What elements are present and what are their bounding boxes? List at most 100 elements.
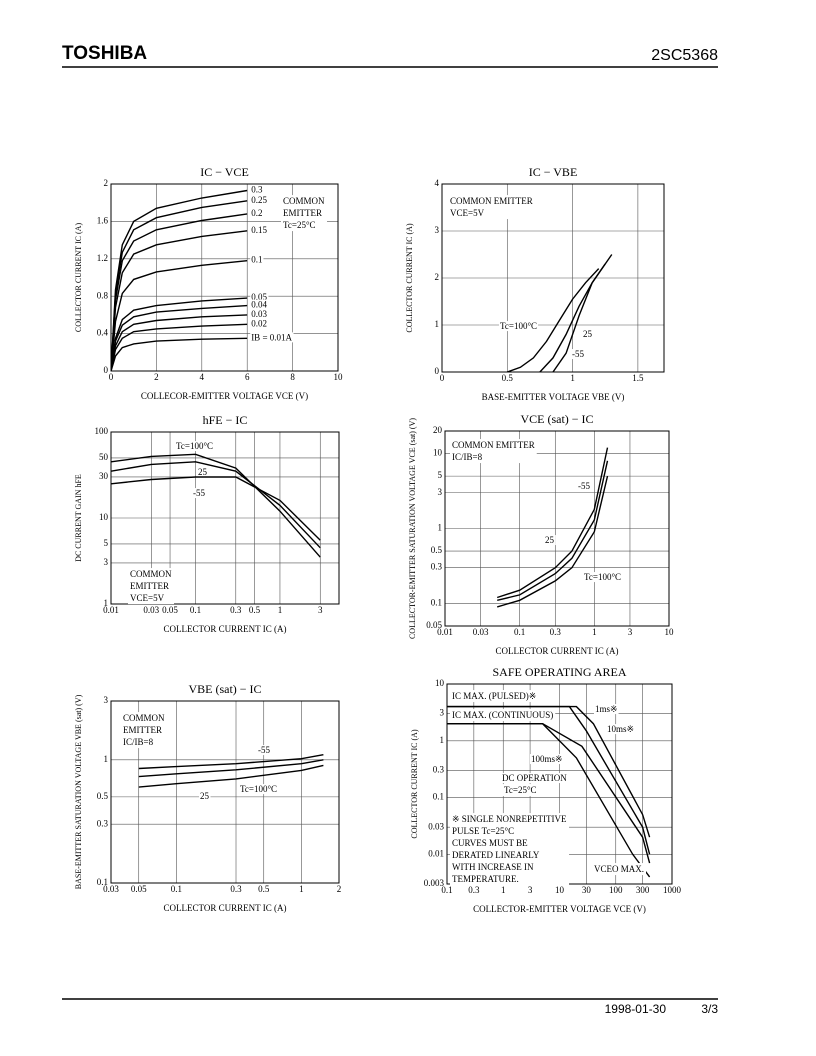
chart: 0.1 0.3 1 3 10 30 100 300 1000 0.003 0.01 0.03 0.1 0.…: [410, 665, 682, 914]
note-text: Tc=25°C: [504, 785, 537, 795]
chart-title: IC − VBE: [529, 165, 578, 179]
label-bg: [499, 321, 539, 332]
label-bg: [250, 299, 269, 310]
series-label: 0.04: [251, 300, 267, 310]
x-tick-label: 0.1: [190, 605, 201, 615]
note-text: COMMON: [283, 196, 325, 206]
label-bg: [544, 535, 556, 546]
y-tick-label: 0.1: [97, 877, 108, 887]
y-axis-label: COLLECTOR CURRENT IC (A): [410, 729, 419, 839]
note-bg: [450, 709, 556, 722]
note-text: PULSE Tc=25°C: [452, 826, 514, 836]
y-tick-label: 5: [438, 470, 443, 480]
x-tick-label: 100: [609, 885, 623, 895]
y-tick-label: 0.1: [431, 598, 442, 608]
y-tick-label: 0.8: [97, 290, 109, 300]
note-text: EMITTER: [123, 725, 162, 735]
y-tick-label: 30: [99, 471, 109, 481]
series-label: 25: [545, 535, 555, 545]
chart: 0.01 0.03 0.1 0.3 1 3 10 0.05 0.1 0.3 0.5 1 3 5 10 20 VC…: [408, 412, 674, 656]
label-bg: [501, 773, 569, 784]
label-bg: [197, 467, 209, 478]
x-tick-label: 0.03: [473, 627, 489, 637]
note-text: VCE=5V: [130, 593, 165, 603]
x-axis-label: COLLECTOR CURRENT IC (A): [164, 624, 287, 634]
note-text: EMITTER: [130, 581, 169, 591]
x-tick-label: 0.1: [514, 627, 525, 637]
x-tick-label: 0.05: [131, 884, 147, 894]
label-bg: [175, 441, 215, 452]
y-tick-label: 3: [104, 695, 109, 705]
footer-date: 1998-01-30: [605, 1002, 667, 1016]
y-tick-label: 1: [435, 319, 440, 329]
y-axis-label: COLLECTOR CURRENT IC (A): [405, 223, 414, 333]
note-bg: [450, 813, 570, 886]
note-bg: [502, 784, 539, 797]
series-label: -55: [578, 481, 590, 491]
label-bg: [250, 332, 294, 343]
series-line: [111, 314, 248, 371]
label-bg: [582, 329, 594, 340]
note-text: IC/IB=8: [452, 452, 483, 462]
y-tick-label: 0.01: [428, 848, 444, 858]
note-text: COMMON EMITTER: [450, 196, 533, 206]
series-line: [497, 460, 609, 601]
y-tick-label: 20: [433, 425, 443, 435]
note-bg: [281, 195, 328, 232]
series-label: 25: [200, 791, 210, 801]
y-tick-label: 1: [104, 754, 109, 764]
x-tick-label: 0.03: [103, 884, 119, 894]
label-bg: [250, 308, 269, 319]
label-bg: [606, 724, 636, 735]
series-label: -55: [572, 349, 584, 359]
y-tick-label: 2: [104, 178, 109, 188]
series-line: [111, 189, 248, 371]
x-tick-label: 1: [501, 885, 506, 895]
chart: 0.01 0.03 0.05 0.1 0.3 0.5 1 3 1 3 5 10 30 50 100 hFE −…: [74, 413, 340, 634]
chart-title: VBE (sat) − IC: [188, 682, 261, 696]
series-line: [111, 476, 321, 541]
label-bg: [583, 572, 623, 583]
label-bg: [199, 791, 211, 802]
x-tick-label: 0: [440, 373, 445, 383]
brand: TOSHIBA: [62, 43, 147, 64]
label-bg: [530, 754, 564, 765]
label-bg: [250, 318, 268, 329]
x-tick-label: 0.05: [162, 605, 178, 615]
y-axis-label: BASE-EMITTER SATURATION VOLTAGE VBE (sat…: [74, 694, 83, 889]
series-label: 100ms※: [531, 754, 563, 764]
y-tick-label: 0.5: [97, 791, 109, 801]
y-tick-label: 0.3: [433, 765, 445, 775]
series-label: 25: [198, 467, 208, 477]
label-bg: [250, 254, 264, 265]
chart-title: SAFE OPERATING AREA: [492, 665, 626, 679]
plot-frame: [444, 430, 670, 627]
note-text: COMMON: [130, 569, 172, 579]
chart-title: IC − VCE: [200, 165, 249, 179]
y-tick-label: 50: [99, 452, 109, 462]
series-label: -55: [193, 488, 205, 498]
series-label: 10ms※: [607, 724, 634, 734]
x-tick-label: 1: [570, 373, 575, 383]
series-label: 0.15: [251, 225, 267, 235]
note-bg: [128, 568, 175, 605]
y-tick-label: 0.003: [424, 878, 445, 888]
x-axis-label: COLLECOR-EMITTER VOLTAGE VCE (V): [141, 391, 308, 401]
x-tick-label: 10: [555, 885, 565, 895]
series-label: IB = 0.01A: [251, 332, 292, 342]
series-label: Tc=100°C: [500, 321, 537, 331]
series-line: [552, 254, 613, 372]
x-tick-label: 2: [154, 372, 159, 382]
y-tick-label: 0.03: [428, 821, 444, 831]
y-tick-label: 0.05: [426, 620, 442, 630]
x-tick-label: 10: [665, 627, 675, 637]
note-text: COMMON EMITTER: [452, 440, 535, 450]
note-bg: [592, 863, 647, 876]
label-bg: [594, 704, 619, 715]
x-tick-label: 6: [245, 372, 250, 382]
label-bg: [571, 349, 586, 360]
series-line: [111, 213, 248, 371]
y-tick-label: 0: [435, 366, 440, 376]
y-axis-label: COLLECTOR-EMITTER SATURATION VOLTAGE VCE…: [408, 418, 417, 639]
